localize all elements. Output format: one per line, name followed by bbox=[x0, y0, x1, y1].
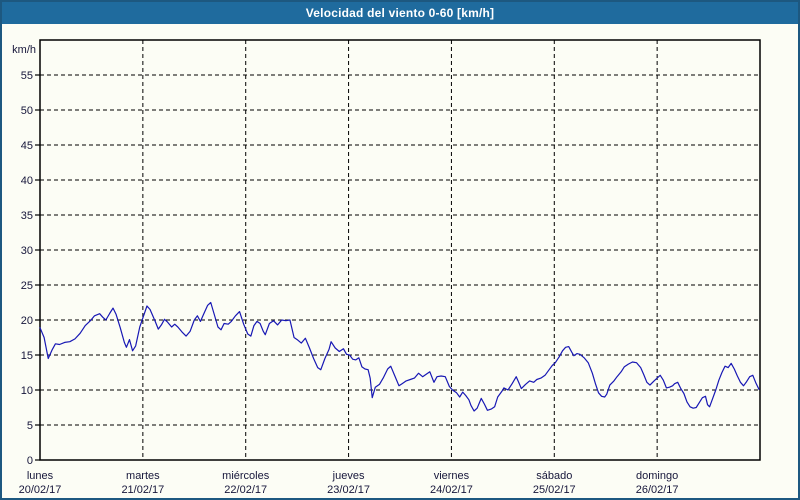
x-day-name: viernes bbox=[434, 470, 470, 482]
x-day-name: martes bbox=[126, 470, 160, 482]
x-day-date: 23/02/17 bbox=[327, 484, 370, 496]
y-tick-label: 45 bbox=[21, 140, 33, 152]
chart-title: Velocidad del viento 0-60 [km/h] bbox=[305, 6, 495, 20]
y-tick-label: 5 bbox=[27, 420, 33, 432]
y-tick-label: 0 bbox=[27, 455, 33, 467]
y-tick-label: 15 bbox=[21, 350, 33, 362]
chart-title-bar: Velocidad del viento 0-60 [km/h] bbox=[2, 2, 798, 24]
wind-speed-chart: 0 5 10 15 20 25 30 35 40 45 50 55 km/h lunes 20/02/17 m… bbox=[12, 39, 761, 496]
x-day-date: 26/02/17 bbox=[636, 484, 679, 496]
x-day-date: 21/02/17 bbox=[121, 484, 164, 496]
x-day-name: lunes bbox=[27, 470, 54, 482]
y-tick-label: 25 bbox=[21, 280, 33, 292]
y-tick-label: 10 bbox=[21, 385, 33, 397]
chart-area: 0 5 10 15 20 25 30 35 40 45 50 55 km/h lunes 20/02/17 m… bbox=[2, 24, 798, 498]
x-day-name: miércoles bbox=[222, 470, 270, 482]
x-day-date: 24/02/17 bbox=[430, 484, 473, 496]
x-day-name: domingo bbox=[636, 470, 678, 482]
x-day-date: 25/02/17 bbox=[533, 484, 576, 496]
x-day-name: jueves bbox=[332, 470, 365, 482]
y-axis-unit-label: km/h bbox=[12, 44, 36, 56]
y-tick-label: 50 bbox=[21, 105, 33, 117]
y-tick-label: 20 bbox=[21, 315, 33, 327]
y-tick-label: 30 bbox=[21, 245, 33, 257]
y-tick-label: 35 bbox=[21, 210, 33, 222]
x-day-date: 22/02/17 bbox=[224, 484, 267, 496]
x-day-date: 20/02/17 bbox=[19, 484, 62, 496]
x-day-name: sábado bbox=[536, 470, 572, 482]
y-tick-label: 55 bbox=[21, 70, 33, 82]
y-tick-label: 40 bbox=[21, 175, 33, 187]
wind-speed-line bbox=[39, 301, 760, 412]
